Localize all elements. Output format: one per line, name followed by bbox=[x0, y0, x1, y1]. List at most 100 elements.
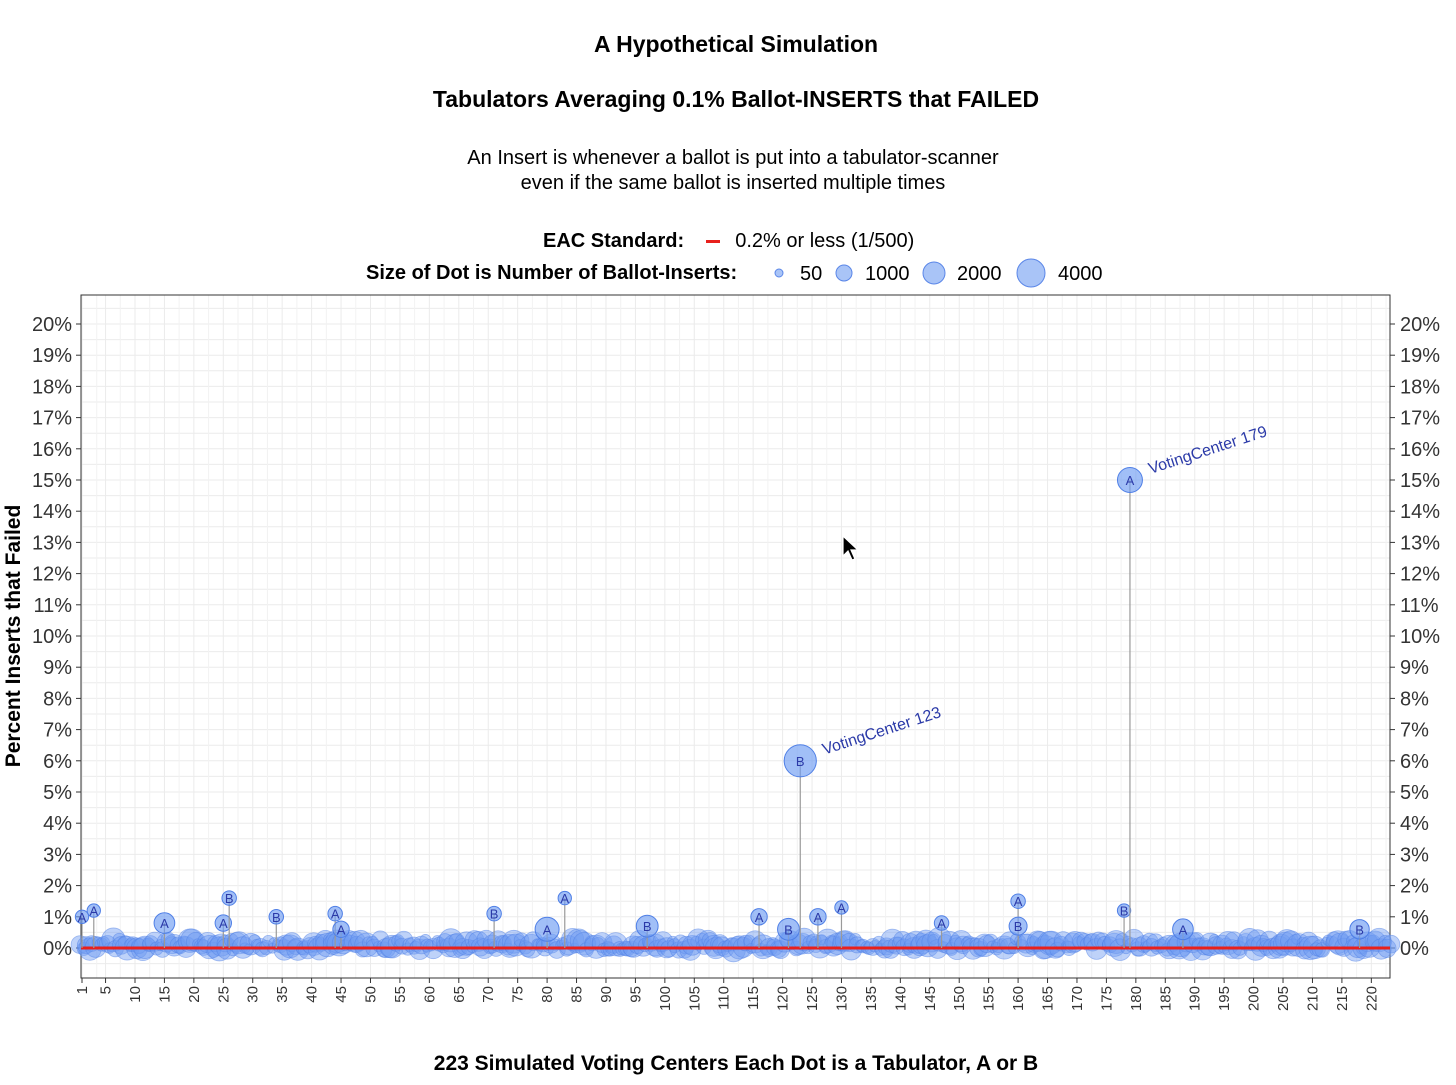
x-tick-label: 115 bbox=[745, 986, 762, 1010]
y-tick-label: 19% bbox=[32, 345, 72, 367]
legend-standard-text: 0.2% or less (1/500) bbox=[735, 230, 915, 252]
tabulator-dot bbox=[1116, 467, 1143, 493]
x-tick-label: 130 bbox=[833, 986, 850, 1011]
x-tick-label: 110 bbox=[716, 986, 733, 1010]
legend-size: Size of Dot is Number of Ballot-Inserts: bbox=[366, 262, 737, 285]
x-tick-label: 200 bbox=[1246, 986, 1263, 1011]
description-line-2: even if the same ballot is inserted mult… bbox=[520, 172, 946, 194]
y-tick-label-right: 11% bbox=[1400, 595, 1439, 617]
x-tick-label: 60 bbox=[421, 986, 438, 1003]
legend-size-dot bbox=[774, 268, 784, 278]
tabulator-dot bbox=[327, 905, 343, 922]
x-tick-label: 190 bbox=[1187, 986, 1204, 1011]
grid-lines bbox=[81, 295, 1390, 978]
y-tick-label-right: 10% bbox=[1400, 626, 1440, 648]
y-tick-label-right: 7% bbox=[1400, 720, 1429, 742]
x-tick-label: 80 bbox=[539, 986, 556, 1003]
tabulator-label: B bbox=[225, 891, 234, 906]
tabulator-dot bbox=[1008, 916, 1028, 936]
x-tick-label: 70 bbox=[480, 986, 497, 1003]
tabulator-label: A bbox=[755, 910, 764, 925]
x-tick-label: 30 bbox=[245, 986, 262, 1003]
x-tick-label: 55 bbox=[392, 986, 409, 1003]
y-tick-label: 18% bbox=[32, 376, 72, 398]
x-tick-label: 75 bbox=[510, 986, 527, 1003]
y-tick-label-right: 18% bbox=[1400, 376, 1440, 398]
x-tick-label: 90 bbox=[598, 986, 615, 1003]
x-tick-label: 125 bbox=[804, 986, 821, 1011]
tabulator-label: A bbox=[543, 922, 552, 937]
x-tick-label: 50 bbox=[362, 986, 379, 1003]
x-tick-label: 165 bbox=[1040, 986, 1057, 1011]
tabulator-dot bbox=[777, 917, 800, 941]
x-tick-label: 1 bbox=[74, 986, 91, 994]
y-tick-label: 0% bbox=[43, 938, 72, 960]
y-tick-label: 13% bbox=[32, 532, 72, 554]
legend-size-value: 50 bbox=[800, 263, 822, 285]
tabulator-dot bbox=[1116, 903, 1132, 918]
tabulator-dot-background bbox=[278, 934, 302, 959]
y-tick-label-right: 14% bbox=[1400, 501, 1440, 523]
x-tick-label: 95 bbox=[627, 986, 644, 1003]
legend-size-label: Size of Dot is Number of Ballot-Inserts: bbox=[366, 262, 738, 284]
x-tick-label: 120 bbox=[775, 986, 792, 1011]
y-tick-label-right: 13% bbox=[1400, 532, 1440, 554]
y-tick-label: 14% bbox=[32, 501, 72, 523]
y-tick-label: 2% bbox=[43, 876, 72, 898]
x-tick-label: 155 bbox=[981, 986, 998, 1011]
y-tick-label-right: 5% bbox=[1400, 782, 1429, 804]
tabulator-dot-background bbox=[1381, 934, 1401, 954]
y-tick-label: 11% bbox=[33, 595, 72, 617]
x-tick-label: 150 bbox=[951, 986, 968, 1011]
x-tick-label: 170 bbox=[1069, 986, 1086, 1011]
x-tick-label: 180 bbox=[1128, 986, 1145, 1011]
tabulator-label: A bbox=[560, 891, 569, 906]
voting-center-annotation: VotingCenter 123 bbox=[820, 704, 943, 758]
y-tick-label: 9% bbox=[43, 657, 72, 679]
mouse-pointer-icon bbox=[842, 535, 860, 561]
y-tick-label-right: 6% bbox=[1400, 751, 1429, 773]
tabulator-label: A bbox=[937, 916, 946, 931]
legend-standard: EAC Standard: 0.2% or less (1/500) bbox=[543, 230, 914, 253]
tabulator-label: B bbox=[1014, 919, 1023, 934]
y-tick-label: 12% bbox=[32, 564, 72, 586]
tabulator-label: A bbox=[837, 900, 846, 915]
x-tick-label: 105 bbox=[686, 986, 703, 1011]
x-tick-label: 140 bbox=[892, 986, 909, 1011]
x-tick-label: 160 bbox=[1010, 986, 1027, 1011]
tabulator-dot-background bbox=[603, 932, 628, 957]
tabulator-label: A bbox=[219, 916, 228, 931]
x-tick-label: 175 bbox=[1098, 986, 1115, 1011]
x-axis-label: 223 Simulated Voting Centers Each Dot is… bbox=[434, 1052, 1038, 1075]
tabulator-label: A bbox=[814, 910, 823, 925]
tabulator-label: A bbox=[331, 907, 340, 922]
y-tick-label: 3% bbox=[43, 844, 72, 866]
tabulator-dot bbox=[86, 903, 101, 918]
x-tick-label: 85 bbox=[569, 986, 586, 1003]
legend-standard-label: EAC Standard: bbox=[543, 230, 685, 252]
legend-size-value: 1000 bbox=[865, 263, 910, 285]
x-tick-label: 210 bbox=[1304, 986, 1321, 1011]
tabulator-label: A bbox=[337, 922, 346, 937]
tabulator-dot-background bbox=[162, 933, 186, 957]
y-tick-label: 10% bbox=[32, 626, 72, 648]
y-tick-label: 1% bbox=[43, 907, 72, 929]
x-tick-label: 35 bbox=[274, 986, 291, 1003]
x-tick-label: 100 bbox=[657, 986, 674, 1011]
y-tick-label: 7% bbox=[43, 720, 72, 742]
tabulator-dot bbox=[74, 909, 90, 924]
x-tick-label: 205 bbox=[1275, 986, 1292, 1011]
tabulator-label: A bbox=[78, 910, 87, 925]
y-tick-label-right: 8% bbox=[1400, 688, 1429, 710]
x-tick-label: 220 bbox=[1363, 986, 1380, 1011]
tabulator-dot-background bbox=[1212, 934, 1233, 955]
tabulator-dot-background bbox=[1198, 932, 1223, 957]
tabulator-dot bbox=[635, 914, 659, 938]
y-tick-label: 4% bbox=[43, 813, 72, 835]
chart-subtitle: Tabulators Averaging 0.1% Ballot-INSERTS… bbox=[432, 86, 1040, 112]
legend-standard-swatch bbox=[705, 240, 720, 244]
y-tick-label: 15% bbox=[32, 470, 72, 492]
y-tick-label: 5% bbox=[43, 782, 72, 804]
y-tick-label-right: 1% bbox=[1400, 907, 1429, 929]
legend-size-dot bbox=[922, 261, 946, 285]
